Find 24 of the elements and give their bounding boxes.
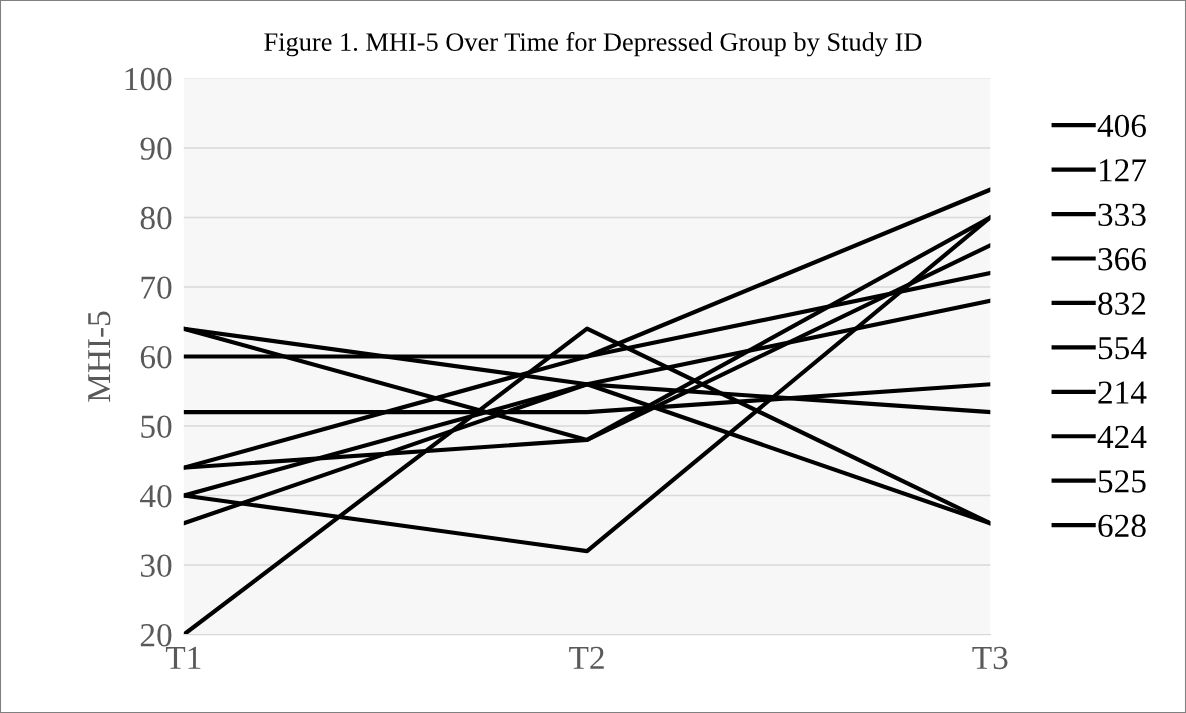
chart-title: Figure 1. MHI-5 Over Time for Depressed Group by Study ID <box>264 32 922 57</box>
y-tick-label: 40 <box>140 484 172 508</box>
legend-label: 525 <box>1098 470 1146 493</box>
y-axis-title: MHI-5 <box>88 311 111 402</box>
legend-label: 832 <box>1098 292 1146 315</box>
y-tick-label: 100 <box>125 67 172 91</box>
y-tick-label: 20 <box>140 623 172 647</box>
x-tick-label: T2 <box>569 646 604 669</box>
y-tick-label: 70 <box>141 276 172 299</box>
legend-label: 214 <box>1098 381 1147 404</box>
y-tick-label: 30 <box>140 554 172 577</box>
legend-label: 333 <box>1098 203 1146 227</box>
y-tick-label: 50 <box>141 415 172 438</box>
x-tick-label: T1 <box>165 646 201 669</box>
y-tick-label: 90 <box>140 137 172 160</box>
legend-label: 628 <box>1098 514 1146 538</box>
y-tick-label: 60 <box>140 345 172 369</box>
legend-label: 406 <box>1097 114 1146 138</box>
legend-label: 366 <box>1098 248 1146 271</box>
legend-label: 424 <box>1097 425 1147 448</box>
legend-label: 127 <box>1099 159 1147 182</box>
y-tick-label: 80 <box>140 206 172 230</box>
x-tick-label: T3 <box>972 646 1008 670</box>
legend-label: 554 <box>1098 337 1147 360</box>
